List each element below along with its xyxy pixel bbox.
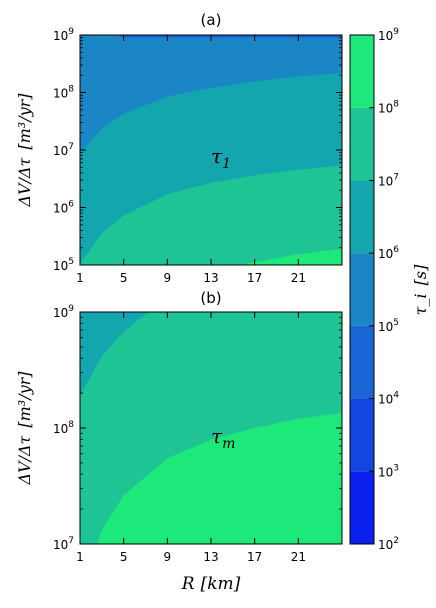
y-tick-label: 107 bbox=[53, 142, 74, 158]
x-tick-label: 9 bbox=[164, 271, 172, 285]
colorbar-tick-label: 108 bbox=[378, 100, 399, 116]
panel-a-label: (a) bbox=[201, 11, 222, 29]
colorbar-band-7-8 bbox=[350, 107, 374, 181]
colorbar-tick-label: 109 bbox=[378, 27, 399, 43]
x-tick-label: 21 bbox=[291, 550, 306, 564]
panel-a-regions bbox=[80, 35, 342, 265]
panel-a-ylabel: ΔV/Δτ[m³/yr] bbox=[15, 93, 34, 208]
colorbar-tick-label: 107 bbox=[378, 172, 399, 188]
panel-b-regions bbox=[80, 312, 342, 544]
colorbar: 109 108 107 106 105 104 103 102 τ_i[s] bbox=[349, 27, 430, 552]
panel-b-xlabel: R [km] bbox=[181, 574, 241, 594]
colorbar-band-2-3 bbox=[350, 471, 374, 544]
y-tick-label: 107 bbox=[53, 536, 74, 552]
colorbar-tick-label: 103 bbox=[378, 463, 399, 479]
x-tick-label: 5 bbox=[120, 271, 128, 285]
x-tick-label: 5 bbox=[120, 550, 128, 564]
panel-b-ylabel: ΔV/Δτ[m³/yr] bbox=[15, 371, 34, 486]
panel-b: (b) 1 5 9 13 17 21 107 108 109 τm ΔV/Δτ[m³/yr] R… bbox=[15, 289, 343, 594]
panel-b-label: (b) bbox=[200, 289, 221, 307]
panel-a-ticks: 1 5 9 13 17 21 105 106 107 108 109 bbox=[53, 27, 342, 285]
x-tick-label: 1 bbox=[76, 550, 84, 564]
x-tick-label: 9 bbox=[164, 550, 172, 564]
panel-a-annotation: τ1 bbox=[211, 144, 231, 172]
x-tick-label: 21 bbox=[291, 271, 306, 285]
x-tick-label: 17 bbox=[247, 271, 262, 285]
colorbar-band-6-7 bbox=[350, 180, 374, 254]
colorbar-ticks: 109 108 107 106 105 104 103 102 bbox=[369, 27, 399, 552]
colorbar-label: τ_i[s] bbox=[411, 264, 430, 315]
colorbar-tick-label: 106 bbox=[378, 245, 399, 261]
panel-b-annotation: τm bbox=[211, 424, 235, 452]
colorbar-tick-label: 105 bbox=[378, 318, 399, 334]
y-tick-label: 108 bbox=[53, 420, 74, 436]
colorbar-band-4-5 bbox=[350, 325, 374, 399]
panel-a: (a) 1 5 9 13 17 21 105 106 107 108 109 τ1 ΔV/Δτ[m³… bbox=[15, 11, 343, 285]
colorbar-band-3-4 bbox=[350, 398, 374, 472]
colorbar-band-5-6 bbox=[350, 253, 374, 326]
colorbar-bands bbox=[350, 35, 374, 544]
colorbar-frame bbox=[349, 34, 375, 545]
region-band-7-8 bbox=[80, 165, 342, 265]
panel-b-ticks: 1 5 9 13 17 21 107 108 109 bbox=[53, 304, 342, 564]
colorbar-tick-label: 102 bbox=[378, 536, 399, 552]
x-tick-label: 17 bbox=[247, 550, 262, 564]
x-tick-label: 13 bbox=[203, 271, 218, 285]
x-tick-label: 13 bbox=[203, 550, 218, 564]
colorbar-tick-label: 104 bbox=[378, 391, 399, 407]
colorbar-band-8-9 bbox=[350, 35, 374, 108]
y-tick-label: 106 bbox=[53, 200, 74, 216]
x-tick-label: 1 bbox=[76, 271, 84, 285]
y-tick-label: 108 bbox=[53, 85, 74, 101]
region-band-8-9 bbox=[97, 412, 342, 544]
y-tick-label: 105 bbox=[53, 257, 74, 273]
region-band-8-9 bbox=[243, 248, 342, 265]
y-tick-label: 109 bbox=[53, 304, 74, 320]
y-tick-label: 109 bbox=[53, 27, 74, 43]
